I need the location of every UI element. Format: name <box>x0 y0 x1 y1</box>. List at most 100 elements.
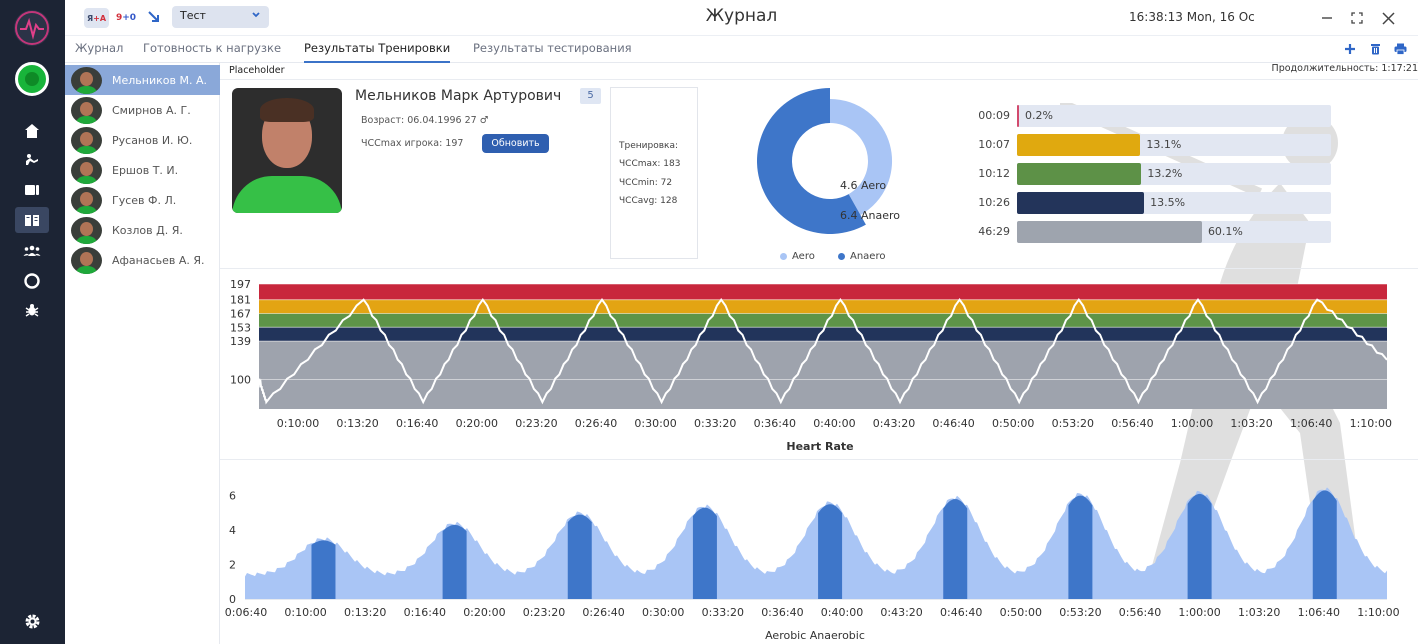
hr-zone-band <box>259 313 1387 328</box>
circle-icon[interactable] <box>15 268 49 294</box>
top-bar: Я+A 9+0 Тест Журнал 16:38:13 Mon, 16 Oct… <box>65 0 1418 36</box>
aerobic-area <box>245 487 1387 599</box>
team-icon[interactable] <box>15 238 49 264</box>
x-tick-label: 0:53:20 <box>1059 606 1101 619</box>
player-photo <box>232 88 342 213</box>
hr-chart-title: Heart Rate <box>786 440 854 453</box>
divider <box>220 79 1418 80</box>
maximize-icon[interactable] <box>1346 8 1368 28</box>
minimize-icon[interactable] <box>1316 8 1338 28</box>
zone-bar: 0.2% <box>1017 105 1331 127</box>
y-tick-label: 6 <box>229 490 236 503</box>
training-icon[interactable] <box>15 147 49 173</box>
player-age: Возраст: 06.04.1996 27 ♂ <box>361 115 489 126</box>
divider <box>220 268 1418 269</box>
training-duration: Продолжительность: 1:17:21 <box>1271 63 1418 74</box>
zone-bar: 13.2% <box>1017 163 1331 185</box>
zone-bar-fill <box>1017 134 1141 156</box>
score-badge[interactable]: 9 +0 <box>115 13 137 23</box>
x-tick-label: 0:16:40 <box>404 606 446 619</box>
x-tick-label: 0:53:20 <box>1052 417 1094 430</box>
x-tick-label: 0:40:00 <box>813 417 855 430</box>
calendar-icon[interactable] <box>15 177 49 203</box>
club-logo[interactable] <box>15 62 49 96</box>
nav-rail <box>0 0 65 644</box>
x-tick-label: 0:50:00 <box>992 417 1034 430</box>
tab-readiness[interactable]: Готовность к нагрузке <box>143 41 282 55</box>
anaerobic-band <box>1068 495 1093 599</box>
legend-anaero: Anaero <box>838 251 885 262</box>
player-name: Афанасьев А. Я. <box>112 253 205 267</box>
list-item[interactable]: Ершов Т. И. <box>65 155 220 185</box>
y-tick-label: 2 <box>229 559 236 572</box>
zone-bar: 60.1% <box>1017 221 1331 243</box>
x-tick-label: 1:03:20 <box>1230 417 1272 430</box>
settings-icon[interactable] <box>15 608 49 634</box>
list-item[interactable]: Козлов Д. Я. <box>65 215 220 245</box>
x-tick-label: 0:50:00 <box>1000 606 1042 619</box>
anaerobic-band <box>442 524 467 599</box>
tab-training-results[interactable]: Результаты Тренировки <box>304 41 451 63</box>
home-icon[interactable] <box>15 118 49 144</box>
x-tick-label: 0:46:40 <box>932 417 974 430</box>
x-tick-label: 0:16:40 <box>396 417 438 430</box>
app-logo <box>14 10 50 46</box>
y-tick-label: 153 <box>230 321 251 334</box>
bug-icon[interactable] <box>15 297 49 323</box>
print-icon[interactable] <box>1393 42 1407 56</box>
hr-zone-band <box>259 284 1387 300</box>
male-icon: ♂ <box>479 115 489 126</box>
y-tick-label: 100 <box>230 373 251 386</box>
tab-testing-results[interactable]: Результаты тестирования <box>473 41 632 55</box>
list-item[interactable]: Смирнов А. Г. <box>65 95 220 125</box>
zone-time: 10:12 <box>978 167 1010 180</box>
x-tick-label: 0:40:00 <box>821 606 863 619</box>
x-tick-label: 0:26:40 <box>582 606 624 619</box>
x-tick-label: 0:13:20 <box>336 417 378 430</box>
x-tick-label: 1:10:00 <box>1350 417 1392 430</box>
anaerobic-band <box>567 514 592 599</box>
add-icon[interactable] <box>1343 42 1357 56</box>
x-tick-label: 0:06:40 <box>225 606 267 619</box>
y-tick-label: 0 <box>229 593 236 606</box>
list-item[interactable]: Мельников М. А. <box>65 65 220 95</box>
x-tick-label: 0:56:40 <box>1111 417 1153 430</box>
tab-bar: Журнал Готовность к нагрузке Результаты … <box>65 36 1418 63</box>
x-tick-label: 0:43:20 <box>880 606 922 619</box>
x-tick-label: 1:06:40 <box>1298 606 1340 619</box>
hr-avg: ЧССavg: 128 <box>619 196 678 206</box>
player-full-name: Мельников Марк Артурович <box>355 88 562 104</box>
avatar <box>71 246 102 274</box>
x-tick-label: 0:20:00 <box>456 417 498 430</box>
anaerobic-band <box>692 507 717 599</box>
zone-bar-fill <box>1017 221 1202 243</box>
tab-journal[interactable]: Журнал <box>75 41 124 55</box>
journal-icon[interactable] <box>15 207 49 233</box>
team-badge[interactable]: Я +A <box>84 8 109 28</box>
clock: 16:38:13 Mon, 16 October 2023 <box>1129 10 1255 24</box>
update-button[interactable]: Обновить <box>482 134 549 153</box>
x-tick-label: 0:10:00 <box>277 417 319 430</box>
close-icon[interactable] <box>1377 8 1399 28</box>
trend-arrow-icon[interactable] <box>147 10 161 27</box>
player-list: Мельников М. А. Смирнов А. Г. Русанов И.… <box>65 63 220 644</box>
delete-icon[interactable] <box>1368 42 1382 56</box>
x-tick-label: 0:23:20 <box>515 417 557 430</box>
y-tick-label: 181 <box>230 294 251 307</box>
anaerobic-band <box>311 540 336 599</box>
training-summary: Тренировка: ЧССmax: 183 ЧССmin: 72 ЧССav… <box>610 87 698 259</box>
zone-bar-fill <box>1017 105 1019 127</box>
list-item[interactable]: Гусев Ф. Л. <box>65 185 220 215</box>
player-name: Смирнов А. Г. <box>112 103 191 117</box>
aero-anaero-donut <box>757 88 893 234</box>
zone-time: 10:07 <box>978 138 1010 151</box>
list-item[interactable]: Афанасьев А. Я. <box>65 245 220 275</box>
x-tick-label: 0:13:20 <box>344 606 386 619</box>
player-name: Ершов Т. И. <box>112 163 179 177</box>
x-tick-label: 0:46:40 <box>940 606 982 619</box>
y-tick-label: 197 <box>230 278 251 291</box>
zone-percent: 13.1% <box>1146 138 1182 151</box>
x-tick-label: 0:36:40 <box>761 606 803 619</box>
list-item[interactable]: Русанов И. Ю. <box>65 125 220 155</box>
team-select[interactable]: Тест <box>172 6 269 28</box>
